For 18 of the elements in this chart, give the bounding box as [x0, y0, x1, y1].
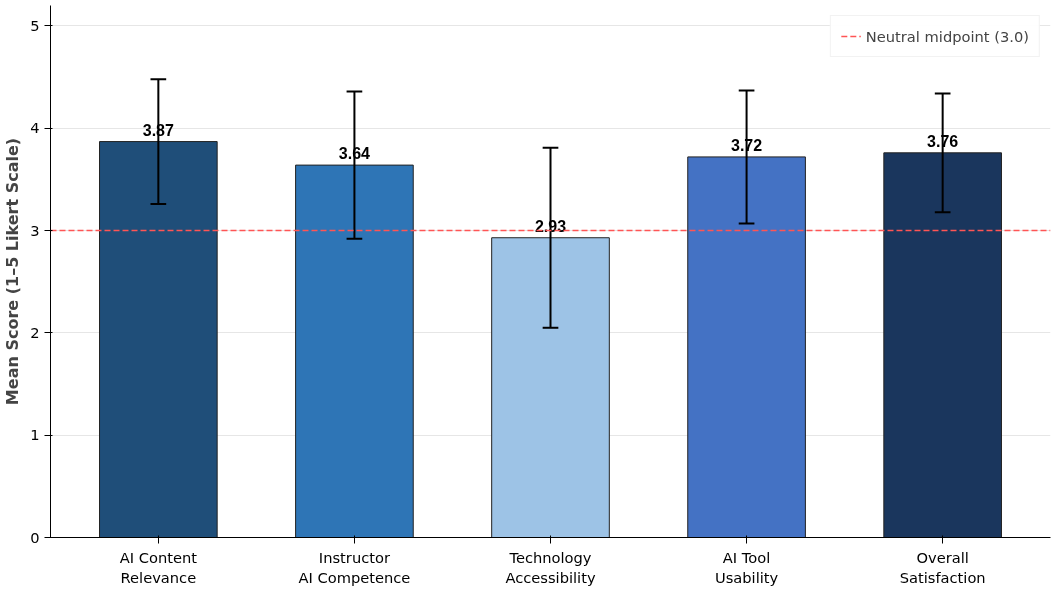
bar: [883, 152, 1002, 538]
y-tick-label: 4: [30, 119, 40, 137]
x-tick-label: AI Tool Usability: [714, 548, 779, 586]
y-tick-label: 1: [30, 426, 40, 444]
y-tick-label: 5: [30, 16, 40, 34]
legend-label: Neutral midpoint (3.0): [865, 27, 1029, 45]
x-tick-label: AI Content Relevance: [119, 548, 198, 586]
x-tick-label: Overall Satisfaction: [899, 548, 986, 586]
bar: [99, 141, 218, 538]
bar: [491, 237, 610, 538]
y-tick-label: 0: [30, 528, 40, 546]
y-tick-label: 2: [30, 323, 40, 341]
x-tick-label: Technology Accessibility: [505, 548, 596, 586]
y-tick-label: 3: [30, 221, 40, 239]
x-tick-label: Instructor AI Competence: [298, 548, 411, 586]
bar: [687, 156, 806, 538]
bar: [295, 164, 414, 538]
y-axis-title: Mean Score (1–5 Likert Scale): [3, 137, 23, 406]
